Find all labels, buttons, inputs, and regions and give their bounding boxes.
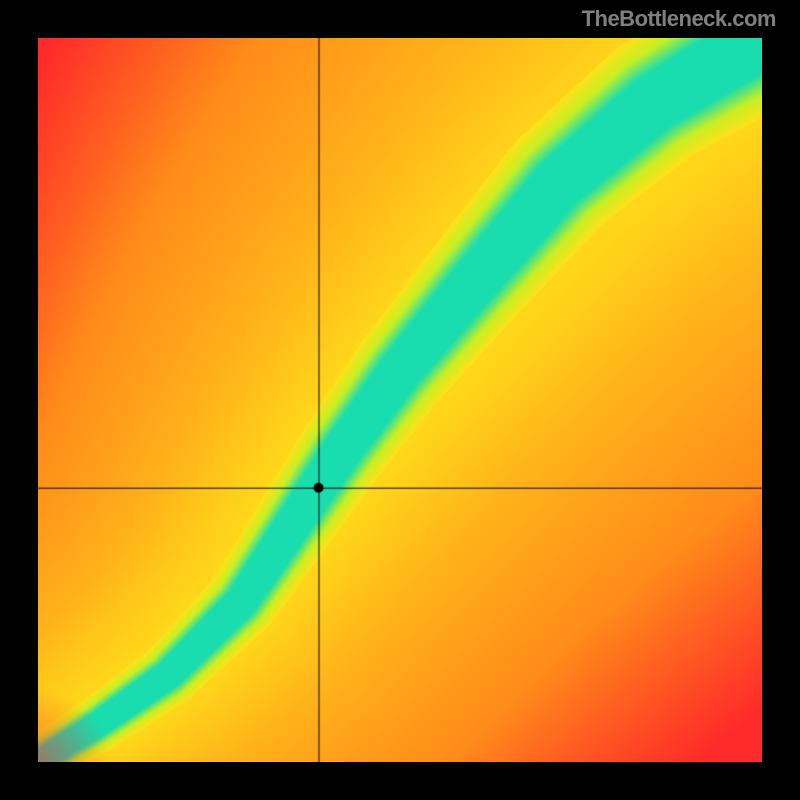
heatmap-canvas — [38, 38, 762, 762]
attribution-text: TheBottleneck.com — [582, 6, 776, 32]
bottleneck-heatmap — [38, 38, 762, 762]
